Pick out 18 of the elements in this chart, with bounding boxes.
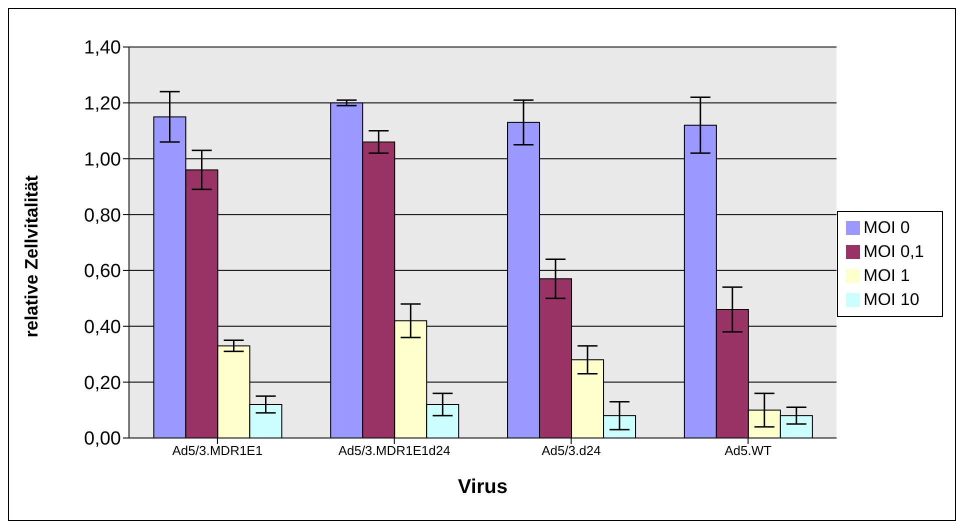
y-tick-label: 0,60 [84,261,121,282]
y-tick-label: 1,40 [84,38,121,59]
legend-label: MOI 10 [864,290,920,308]
y-tick-label: 0,80 [84,205,121,226]
legend-label: MOI 0,1 [864,242,924,260]
y-tick-label: 0,40 [84,317,121,338]
y-axis-title: relative Zellvitalität [21,175,42,338]
y-tick-label: 1,00 [84,149,121,170]
x-tick-label: Ad5/3.MDR1E1 [172,443,263,458]
y-tick-label: 0,00 [84,428,121,450]
legend-label: MOI 0 [864,218,910,236]
x-axis-title: Virus [458,476,508,498]
x-tick-label: Ad5.WT [724,443,772,458]
x-tick-label: Ad5/3.d24 [542,443,601,458]
legend-label: MOI 1 [864,266,910,284]
x-tick-label: Ad5/3.MDR1E1d24 [338,443,450,458]
y-tick-label: 1,20 [84,94,121,115]
y-tick-label: 0,20 [84,372,121,394]
